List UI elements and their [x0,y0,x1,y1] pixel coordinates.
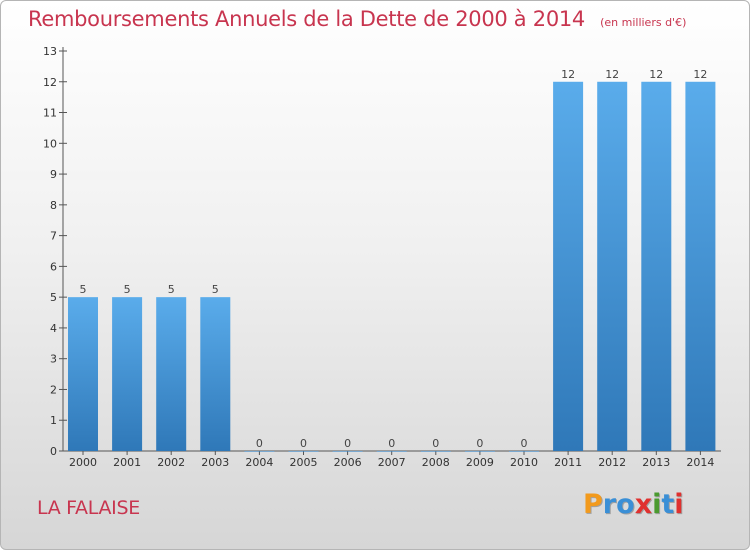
bar-2005 [288,451,319,452]
x-tick-label-2002: 2002 [157,456,185,469]
value-label-2008: 0 [432,437,439,450]
x-tick-label-2005: 2005 [290,456,318,469]
commune-name: LA FALAISE [37,497,140,519]
bar-2011 [553,81,584,452]
value-label-2010: 0 [521,437,528,450]
y-tick-label: 9 [50,168,57,181]
bar-2014 [685,81,716,452]
bar-2002 [156,297,187,451]
y-tick-label: 2 [50,383,57,396]
x-tick-label-2012: 2012 [598,456,626,469]
value-label-2011: 12 [561,68,575,81]
x-tick-label-2013: 2013 [642,456,670,469]
value-label-2012: 12 [605,68,619,81]
y-tick-label: 13 [43,45,57,58]
value-label-2006: 0 [344,437,351,450]
logo-letter: i [652,489,662,520]
logo-letter: t [661,489,675,520]
bar-2009 [464,451,495,452]
y-tick-label: 12 [43,76,57,89]
bar-2000 [68,297,98,451]
x-tick-label-2001: 2001 [113,456,141,469]
x-tick-label-2003: 2003 [201,456,229,469]
bar-2013 [641,81,672,452]
logo-letter: o [616,489,635,520]
value-label-2002: 5 [168,283,175,296]
y-tick-label: 5 [50,291,57,304]
x-tick-label-2000: 2000 [69,456,97,469]
bars [68,81,716,452]
logo-letter: r [602,489,617,520]
x-tick-label-2006: 2006 [334,456,362,469]
x-tick-label-2011: 2011 [554,456,582,469]
y-tick-label: 10 [43,137,57,150]
value-label-2009: 0 [476,437,483,450]
x-tick-label-2014: 2014 [686,456,714,469]
chart-title-block: Remboursements Annuels de la Dette de 20… [28,7,686,31]
y-tick-label: 3 [50,353,57,366]
x-tick-label-2007: 2007 [378,456,406,469]
y-tick-label: 11 [43,107,57,120]
logo-letter: P [583,489,603,520]
y-tick-label: 6 [50,260,57,273]
value-label-2000: 5 [80,283,87,296]
bar-2007 [376,451,407,452]
bar-2010 [509,451,539,452]
bar-2001 [112,297,143,451]
chart-title: Remboursements Annuels de la Dette de 20… [28,7,585,31]
logo-letter: x [634,489,653,520]
bar-2003 [200,297,231,451]
bar-2012 [597,81,628,452]
value-label-2001: 5 [124,283,131,296]
y-tick-label: 8 [50,199,57,212]
y-tick-label: 0 [50,445,57,458]
logo-letter: i [674,489,684,520]
y-tick-label: 4 [50,322,57,335]
x-tick-label-2008: 2008 [422,456,450,469]
x-tick-label-2009: 2009 [466,456,494,469]
y-tick-label: 1 [50,414,57,427]
chart-unit: (en milliers d'€) [600,16,687,29]
value-label-2013: 12 [649,68,663,81]
bar-2008 [420,451,451,452]
value-label-2005: 0 [300,437,307,450]
value-label-2004: 0 [256,437,263,450]
value-label-2003: 5 [212,283,219,296]
x-tick-label-2010: 2010 [510,456,538,469]
y-tick-label: 7 [50,230,57,243]
labels: 5 2000 5 2001 5 2002 5 2003 0 2004 0 2005 0 2006 0 2007… [69,68,714,469]
value-label-2014: 12 [693,68,707,81]
bar-2004 [244,451,275,452]
proxiti-logo: Proxiti [583,489,684,520]
x-tick-label-2004: 2004 [245,456,273,469]
bar-2006 [332,451,363,452]
value-label-2007: 0 [388,437,395,450]
